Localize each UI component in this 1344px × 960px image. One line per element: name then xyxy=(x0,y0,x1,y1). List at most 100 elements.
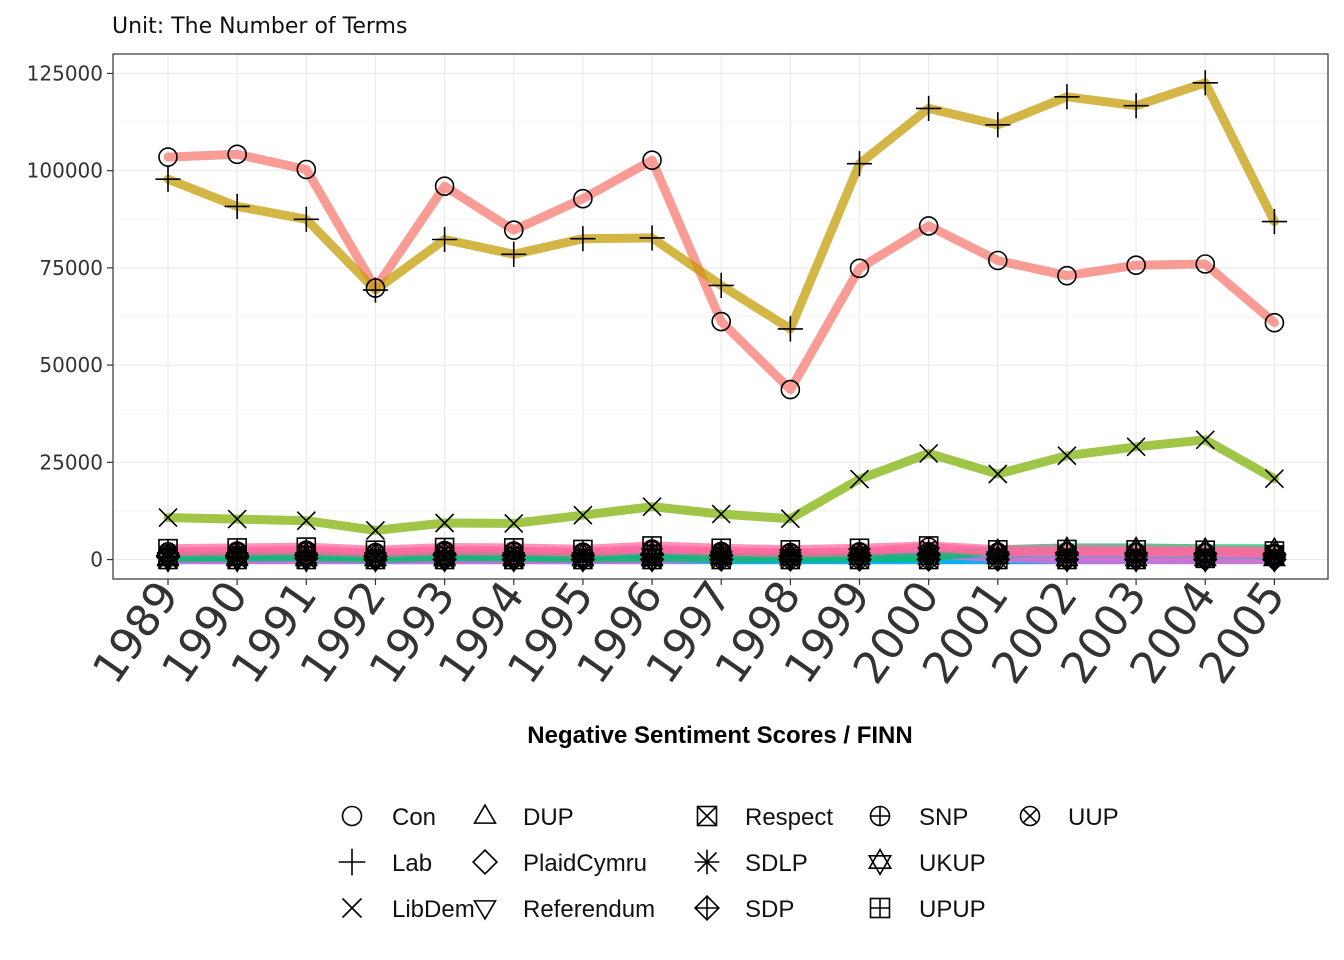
y-tick-label: 0 xyxy=(90,548,103,572)
data-point-con xyxy=(158,147,178,167)
plot-border xyxy=(112,53,1329,580)
data-point-libdem xyxy=(504,513,524,533)
y-tick-label: 75000 xyxy=(39,256,103,280)
data-point-lab xyxy=(1054,84,1080,110)
x-axis-label: Negative Sentiment Scores / FINN xyxy=(527,722,912,749)
legend-key xyxy=(338,848,366,876)
data-point-upup xyxy=(711,538,732,559)
y-tick-label: 50000 xyxy=(39,353,103,377)
legend-label: SDP xyxy=(745,896,794,923)
legend-label: Respect xyxy=(745,804,833,831)
data-point-dup xyxy=(917,545,940,566)
data-point-lab xyxy=(1261,209,1287,235)
data-point-lab xyxy=(224,193,250,220)
legend-item-dup: DUP xyxy=(473,803,574,831)
data-point-libdem xyxy=(849,469,870,489)
data-point-lab xyxy=(501,241,527,267)
data-point-con xyxy=(780,379,801,400)
data-point-con xyxy=(711,311,732,332)
data-point-plaidcymru xyxy=(708,542,734,568)
data-point-upup xyxy=(434,537,455,558)
data-point-libdem xyxy=(365,520,386,540)
legend-label: Referendum xyxy=(523,896,655,923)
data-point-upup xyxy=(296,537,317,557)
data-point-upup xyxy=(918,536,939,556)
legend-item-plaidcymru: PlaidCymru xyxy=(471,848,647,877)
y-tick-label: 25000 xyxy=(39,450,103,474)
legend-label: UKUP xyxy=(919,850,986,877)
data-point-libdem xyxy=(1057,446,1077,466)
data-point-plaidcymru xyxy=(155,543,181,569)
legend-key xyxy=(867,848,893,876)
data-point-upup xyxy=(1195,540,1216,561)
data-point-lab xyxy=(1192,70,1218,96)
legend-item-libdem: LibDem xyxy=(341,896,475,923)
data-point-con xyxy=(1264,312,1285,333)
legend-key xyxy=(341,897,363,919)
legend-key xyxy=(693,894,721,922)
legend-label: Lab xyxy=(392,850,432,877)
data-point-con xyxy=(296,159,317,180)
legend-key xyxy=(869,805,891,827)
data-point-con xyxy=(1057,265,1077,286)
legend-label: UUP xyxy=(1068,804,1119,831)
data-point-upup xyxy=(987,540,1008,560)
legend-item-respect: Respect xyxy=(696,804,833,831)
data-point-lab xyxy=(639,225,665,251)
legend-item-sdp: SDP xyxy=(693,894,794,923)
data-point-con xyxy=(1195,254,1216,274)
data-point-libdem xyxy=(1264,469,1284,489)
data-point-lab xyxy=(846,151,873,177)
data-point-plaidcymru xyxy=(224,542,250,568)
legend-key xyxy=(341,805,363,827)
legend-label: SDLP xyxy=(745,850,808,877)
data-point-upup xyxy=(503,538,524,558)
data-point-libdem xyxy=(919,443,939,463)
legend-label: PlaidCymru xyxy=(523,850,647,877)
data-point-con xyxy=(849,258,870,279)
data-point-libdem xyxy=(435,513,455,533)
data-point-lab xyxy=(708,272,734,298)
data-point-lab xyxy=(155,166,181,192)
data-point-dup xyxy=(779,546,802,566)
data-point-libdem xyxy=(642,497,662,517)
legend-key xyxy=(869,897,891,919)
data-point-upup xyxy=(365,540,386,561)
data-point-con xyxy=(503,220,524,240)
data-point-upup xyxy=(158,538,178,559)
legend-key xyxy=(694,849,720,875)
legend-item-lab: Lab xyxy=(338,848,432,877)
data-point-lab xyxy=(432,226,458,253)
data-point-con xyxy=(642,150,662,170)
legend-item-referendum: Referendum xyxy=(473,896,655,923)
series-markers xyxy=(155,70,1287,573)
data-point-libdem xyxy=(158,507,178,528)
legend-key xyxy=(473,803,497,824)
plot-area xyxy=(112,53,1329,580)
legend-key xyxy=(473,900,497,921)
data-point-lab xyxy=(570,226,596,252)
data-point-upup xyxy=(849,538,870,559)
legend-key xyxy=(696,805,718,827)
data-point-libdem xyxy=(573,505,593,525)
data-point-upup xyxy=(780,540,801,560)
legend-key xyxy=(471,848,499,876)
legend-key xyxy=(1019,805,1041,827)
data-point-upup xyxy=(642,536,662,556)
data-point-libdem xyxy=(780,509,800,529)
legend-item-con: Con xyxy=(341,804,436,831)
data-point-libdem xyxy=(988,464,1008,484)
y-tick-label: 125000 xyxy=(27,61,103,85)
legend-label: Con xyxy=(392,804,436,831)
data-point-libdem xyxy=(1126,437,1146,457)
data-point-plaidcymru xyxy=(363,543,388,569)
legend-label: LibDem xyxy=(392,896,475,923)
data-point-upup xyxy=(1264,541,1285,561)
data-point-lab xyxy=(1123,93,1149,119)
legend-item-snp: SNP xyxy=(869,804,968,831)
legend-item-sdlp: SDLP xyxy=(694,849,808,877)
y-axis: 0 25000 50000 75000 100000 125000 xyxy=(27,61,113,572)
data-point-upup xyxy=(227,538,247,558)
data-point-upup xyxy=(1057,539,1077,560)
